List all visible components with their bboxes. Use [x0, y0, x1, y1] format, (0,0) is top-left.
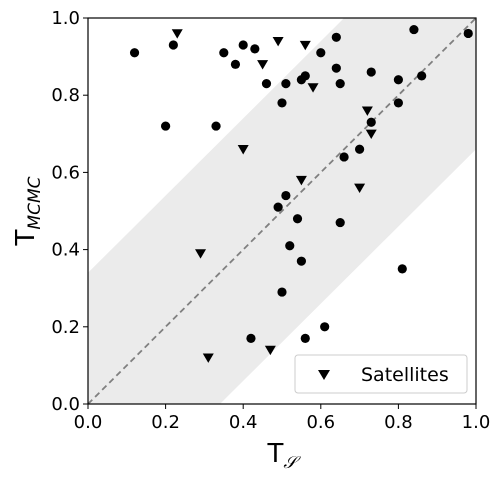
data-point: [129, 48, 140, 58]
satellite-point: [354, 183, 366, 194]
data-point: [335, 79, 345, 89]
x-axis-label: T𝒮: [266, 439, 301, 473]
data-point: [339, 152, 349, 162]
satellite-point: [237, 145, 249, 155]
satellite-point: [257, 60, 269, 70]
data-point: [300, 71, 310, 81]
legend-box: [294, 354, 468, 394]
data-point: [230, 59, 241, 69]
satellite-point: [195, 249, 207, 259]
data-marks: [129, 24, 473, 363]
y-axis-label: TMCMC: [11, 176, 45, 246]
satellite-point: [272, 36, 284, 47]
data-point: [366, 117, 376, 127]
y-tick-label: 0.4: [51, 240, 80, 261]
data-point: [316, 48, 326, 58]
data-point: [261, 79, 272, 89]
data-point: [393, 98, 403, 108]
x-tick-label: 0.4: [229, 412, 258, 433]
y-tick-label: 0.0: [51, 394, 80, 415]
satellite-point: [171, 29, 183, 39]
data-point: [285, 241, 295, 251]
data-point: [409, 24, 419, 35]
data-point: [281, 79, 291, 89]
y-tick-label: 1.0: [51, 8, 80, 29]
data-point: [463, 28, 473, 39]
satellite-point: [307, 83, 319, 93]
satellite-point: [299, 40, 311, 51]
x-tick-label: 0.2: [151, 412, 180, 433]
x-tick-label: 0.0: [74, 412, 103, 433]
data-point: [277, 98, 287, 108]
data-point: [168, 40, 178, 50]
data-point: [393, 75, 403, 85]
data-point: [331, 63, 341, 73]
satellite-point: [361, 106, 373, 116]
data-point: [250, 44, 260, 54]
data-point: [211, 121, 221, 131]
y-tick-label: 0.2: [51, 317, 80, 338]
data-point: [277, 287, 287, 297]
data-point: [238, 40, 248, 50]
x-tick-label: 1.0: [462, 412, 491, 433]
y-axis-label-subscript: MCMC: [25, 176, 45, 229]
data-point: [417, 71, 427, 81]
data-point: [296, 256, 306, 266]
data-point: [300, 333, 310, 343]
data-point: [320, 322, 330, 332]
data-point: [355, 144, 365, 154]
satellite-point: [264, 345, 276, 356]
plot-frame: [87, 17, 477, 405]
data-point: [331, 32, 341, 42]
y-tick-label: 0.6: [51, 162, 80, 183]
data-point: [246, 333, 256, 343]
legend-triangle-marker: [318, 370, 330, 380]
legend: Satellites: [294, 354, 468, 394]
data-point: [161, 121, 171, 131]
y-axis: 0.0 0.2 0.4 0.6 0.8 1.0: [51, 8, 88, 415]
x-tick-label: 0.8: [384, 412, 413, 433]
legend-entry-satellites: Satellites: [361, 364, 449, 386]
satellite-point: [295, 175, 307, 186]
y-tick-label: 0.8: [51, 85, 80, 106]
data-point: [281, 190, 291, 201]
identity-line: [88, 18, 476, 404]
satellite-point: [365, 129, 377, 139]
x-tick-label: 0.6: [306, 412, 335, 433]
x-axis-label-subscript: 𝒮: [283, 453, 301, 473]
data-point: [273, 202, 283, 212]
plot-area: [88, 18, 476, 404]
data-point: [219, 48, 229, 58]
x-axis: 0.0 0.2 0.4 0.6 0.8 1.0: [74, 404, 491, 433]
data-point: [335, 217, 345, 228]
data-point: [292, 214, 303, 224]
satellite-point: [202, 353, 214, 363]
data-point: [397, 264, 407, 274]
data-point: [366, 67, 376, 77]
